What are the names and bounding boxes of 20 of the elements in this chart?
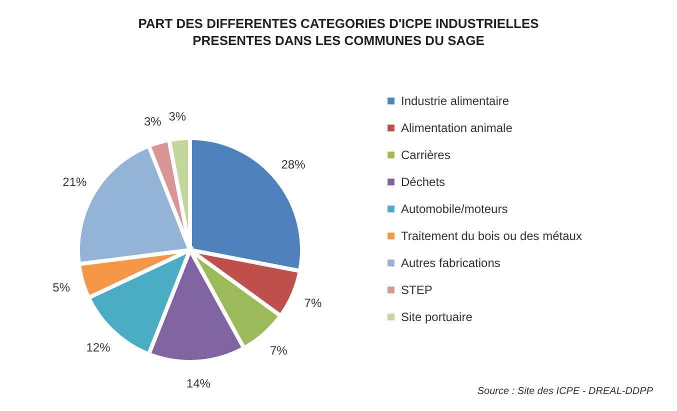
legend-label: Carrières: [401, 148, 450, 162]
legend-label: Autres fabrications: [401, 256, 500, 270]
legend-label: Industrie alimentaire: [401, 94, 510, 108]
legend-label: Automobile/moteurs: [401, 202, 508, 216]
data-label: 14%: [186, 376, 211, 391]
data-label: 12%: [86, 340, 111, 355]
data-label: 7%: [304, 296, 322, 310]
legend-label: STEP: [401, 283, 432, 297]
legend-label: Traitement du bois ou des métaux: [401, 229, 582, 243]
data-label: 21%: [62, 174, 87, 189]
data-label: 3%: [144, 114, 162, 128]
legend-label: Alimentation animale: [401, 121, 513, 135]
chart-title: PART DES DIFFERENTES CATEGORIES D'ICPE INDUSTRIELLES PRESENTES DANS LES COMMUNES DU SAGE: [138, 16, 540, 48]
data-label: 5%: [52, 280, 70, 294]
data-label: 7%: [270, 344, 288, 358]
legend-label: Déchets: [401, 175, 446, 189]
data-label: 28%: [281, 158, 306, 172]
source-note: Source : Site des ICPE - DREAL-DDPP: [477, 386, 653, 397]
data-label: 3%: [168, 110, 186, 124]
legend-label: Site portuaire: [401, 310, 473, 324]
